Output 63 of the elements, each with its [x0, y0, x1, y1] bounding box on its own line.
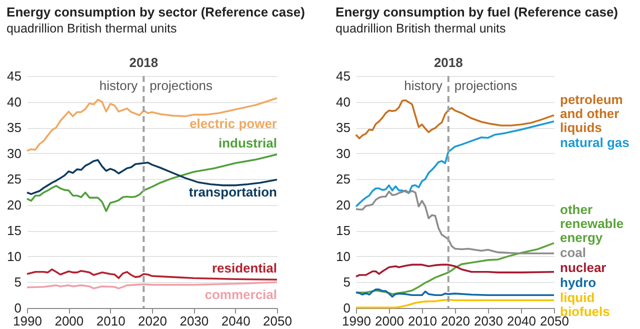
y-tick-label: 5: [14, 274, 22, 290]
series-label: petroleum and other liquids: [560, 92, 623, 136]
x-tick-label: 2030: [474, 314, 503, 328]
x-tick-label: 1990: [13, 314, 42, 328]
x-tick-label: 2010: [408, 314, 437, 328]
y-tick-label: 40: [7, 94, 22, 110]
y-tick-label: 20: [336, 197, 350, 212]
x-tick-label: 2030: [180, 314, 209, 328]
ref-line-label: 2018: [129, 55, 158, 70]
chart-subtitle: quadrillion British thermal units: [6, 22, 177, 36]
y-tick-label: 5: [343, 274, 350, 290]
y-tick-label: 35: [336, 120, 350, 136]
series-label: other renewable energy: [560, 202, 624, 245]
y-tick-label: 35: [7, 120, 22, 136]
y-tick-label: 15: [336, 223, 350, 238]
line-series: [26, 281, 278, 290]
annotation: history: [99, 78, 138, 93]
chart-subtitle: quadrillion British thermal units: [336, 22, 506, 36]
y-tick-label: 25: [7, 172, 22, 187]
line-series: [355, 190, 555, 254]
annotation: projections: [150, 78, 214, 93]
line-series: [355, 288, 555, 298]
ref-line-label: 2018: [434, 55, 463, 70]
y-tick-label: 0: [14, 300, 22, 316]
y-tick-label: 15: [7, 223, 22, 238]
chart-title: Energy consumption by sector (Reference case): [6, 4, 305, 20]
y-tick-label: 25: [336, 172, 350, 187]
series-label: nuclear: [560, 260, 606, 275]
x-tick-label: 2000: [54, 314, 84, 328]
line-series: [355, 120, 555, 208]
y-tick-label: 10: [336, 248, 350, 264]
series-label: electric power: [190, 116, 277, 132]
series-label: natural gas: [560, 135, 630, 150]
y-tick-label: 10: [7, 248, 22, 264]
x-tick-label: 2040: [221, 314, 250, 328]
series-label: industrial: [218, 135, 277, 150]
y-tick-label: 30: [336, 146, 350, 161]
line-series: [26, 97, 278, 152]
y-tick-label: 45: [7, 68, 22, 84]
x-tick-label: 2000: [375, 314, 404, 328]
line-series: [26, 153, 278, 212]
x-tick-label: 2040: [507, 314, 536, 328]
line-series: [355, 99, 555, 140]
y-tick-label: 20: [7, 197, 22, 212]
x-tick-label: 2020: [441, 314, 470, 328]
series-label: hydro: [560, 275, 596, 290]
y-tick-label: 0: [343, 300, 350, 316]
chart-title: Energy consumption by fuel (Reference case): [336, 4, 618, 20]
annotation: history: [404, 78, 443, 93]
series-label: residential: [212, 260, 277, 276]
y-tick-label: 45: [336, 68, 350, 84]
x-tick-label: 2010: [96, 314, 126, 328]
series-label: coal: [560, 245, 586, 260]
x-tick-label: 1990: [342, 314, 371, 328]
y-tick-label: 40: [336, 94, 350, 110]
x-tick-label: 2020: [138, 314, 167, 328]
series-label: transportation: [188, 184, 278, 200]
line-series: [355, 242, 555, 295]
y-tick-label: 30: [7, 146, 22, 161]
line-series: [355, 264, 555, 278]
x-tick-label: 2050: [263, 314, 292, 328]
annotation: projections: [454, 78, 518, 93]
series-label: commercial: [204, 287, 277, 302]
